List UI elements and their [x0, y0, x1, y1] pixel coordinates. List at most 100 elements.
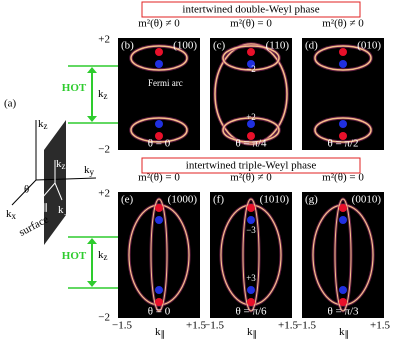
mass-label: m²(θ) ≠ 0	[322, 18, 364, 30]
axis-label-main: k	[155, 326, 161, 338]
header-box	[141, 157, 361, 174]
header: intertwined double-Weyl phase	[182, 4, 319, 16]
axis-label-sub: ∥	[161, 329, 166, 339]
weyl-node	[247, 216, 255, 224]
axis-label-sub: ∥	[253, 329, 258, 339]
panel: (d) (010) θ = π/2	[302, 38, 384, 150]
panel: (e) (1000) θ = 0	[118, 192, 200, 318]
weyl-node	[339, 298, 347, 306]
axis-label: k⊥	[58, 204, 72, 218]
weyl-node	[247, 204, 255, 212]
axis-label: kz	[38, 118, 48, 132]
angle-label: θ = 0	[148, 138, 171, 150]
weyl-node	[247, 298, 255, 306]
weyl-node	[339, 60, 347, 68]
mass-label: m²(θ) ≠ 0	[138, 18, 180, 30]
hot-arrowhead	[87, 116, 97, 122]
weyl-node	[339, 286, 347, 294]
mass-label: m²(θ) ≠ 0	[230, 172, 272, 184]
weyl-node	[339, 216, 347, 224]
miller-index: (110)	[266, 40, 290, 52]
axis-label: kz	[56, 158, 66, 172]
axis-label-main: k	[98, 249, 104, 261]
weyl-node	[339, 120, 347, 128]
miller-index: (0010)	[352, 194, 382, 206]
angle-label: θ = π/2	[327, 138, 358, 150]
hot-arrowhead	[87, 281, 97, 287]
axis-label-sub: z	[104, 91, 108, 101]
charge-label: +3	[246, 273, 256, 283]
weyl-node	[155, 48, 163, 56]
miller-index: (1010)	[260, 194, 290, 206]
diagram-label: (a)	[4, 98, 17, 110]
panel: (f) (1010) θ = π/6 −3 +3	[210, 192, 292, 318]
hot-arrowhead	[87, 67, 97, 73]
weyl-node	[339, 48, 347, 56]
angle-label: θ = π/6	[235, 306, 267, 318]
fermi-arc	[242, 198, 260, 312]
fermi-arc	[314, 117, 372, 143]
hot-label: HOT	[62, 250, 87, 262]
fermi-arc	[222, 45, 280, 71]
tick-label: −1.5	[112, 320, 132, 332]
fermi-arc	[314, 45, 372, 71]
hot-arrowhead	[87, 238, 97, 244]
weyl-node	[155, 298, 163, 306]
panel-label: (d)	[305, 40, 318, 52]
header-box	[141, 1, 361, 18]
mass-label: m²(θ) = 0	[138, 172, 180, 184]
axis-label-sub: ∥	[345, 329, 350, 339]
axis-label: kz	[98, 88, 108, 102]
axis-label-main: k	[339, 326, 345, 338]
panel-bg	[210, 192, 292, 318]
axis-label: k∥	[339, 326, 349, 339]
weyl-node	[247, 60, 255, 68]
panel-label: (c)	[213, 40, 226, 52]
miller-index: (010)	[357, 40, 381, 52]
tick-label: +1.5	[278, 320, 298, 332]
weyl-node	[247, 132, 255, 140]
panel-label: (g)	[305, 194, 318, 206]
axis-label-main: k	[247, 326, 253, 338]
charge-label: −3	[246, 225, 256, 235]
axis-label: kx	[6, 208, 17, 222]
weyl-node	[155, 204, 163, 212]
miller-index: (1000)	[168, 194, 198, 206]
panel: (b) (100) θ = 0 Fermi arc	[118, 38, 200, 150]
weyl-node	[155, 286, 163, 294]
charge-label: −2	[246, 64, 256, 74]
axis-label: k∥	[247, 326, 257, 339]
weyl-node	[155, 120, 163, 128]
weyl-node	[247, 286, 255, 294]
tick-label: +2	[98, 188, 110, 200]
weyl-node	[247, 48, 255, 56]
axis	[35, 177, 97, 181]
tick-label: +1.5	[186, 320, 206, 332]
panel-bg	[118, 192, 200, 318]
axis-label: kz	[98, 249, 108, 263]
angle-label: θ = π/4	[235, 138, 267, 150]
axis-label: ky	[84, 164, 95, 178]
fermi-arc	[150, 198, 168, 312]
panel: (c) (110) θ = π/4 −2 +2	[210, 38, 292, 150]
weyl-node	[155, 60, 163, 68]
panel-label: (f)	[213, 194, 224, 206]
axis	[54, 182, 63, 201]
weyl-node	[155, 132, 163, 140]
fermi-arc	[130, 45, 188, 71]
weyl-node	[247, 120, 255, 128]
angle-label: θ = π/3	[327, 306, 359, 318]
panel-label: (e)	[121, 194, 134, 206]
axis	[41, 182, 56, 199]
panel-bg	[302, 192, 384, 318]
weyl-node	[339, 204, 347, 212]
fermi-arc	[130, 117, 188, 143]
mass-label: m²(θ) = 0	[230, 18, 272, 30]
axis-label: k∥	[38, 199, 48, 213]
axis	[11, 179, 37, 206]
tick-label: +2	[98, 34, 110, 46]
tick-label: −2	[98, 144, 110, 156]
charge-label: +2	[246, 112, 256, 122]
axis-label-sub: z	[104, 252, 108, 262]
fermi-arc	[214, 43, 288, 145]
